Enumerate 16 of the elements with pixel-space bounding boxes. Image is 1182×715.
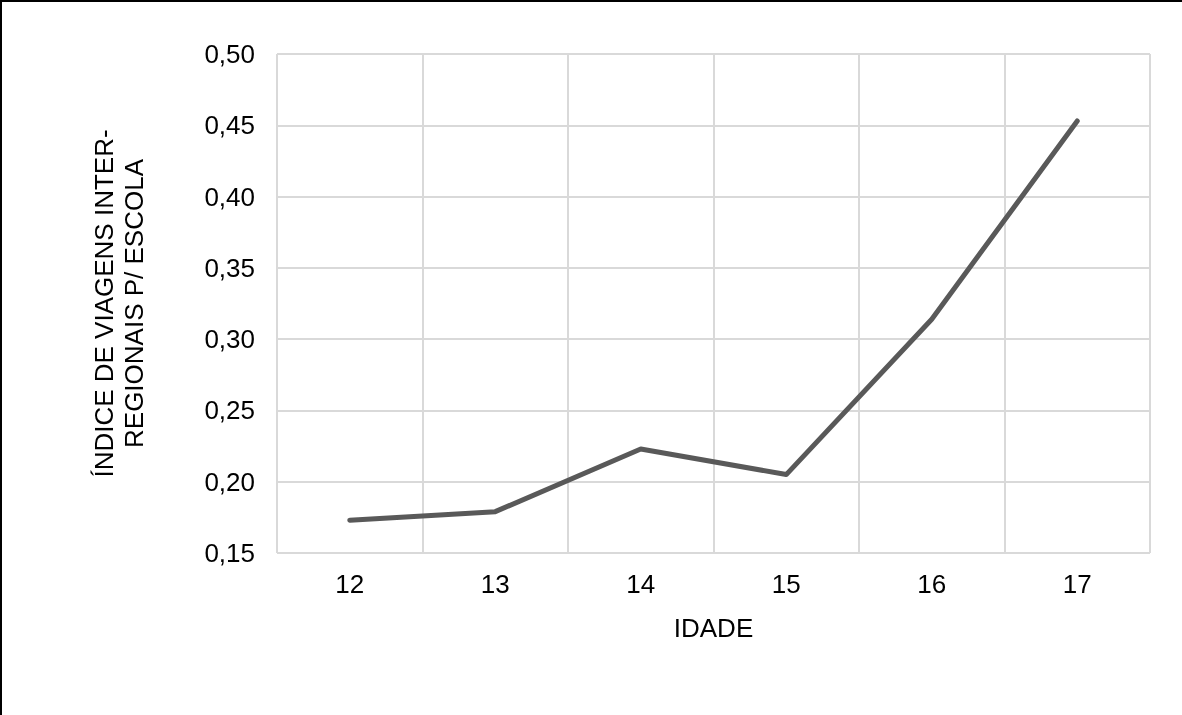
y-tick-label: 0,35	[204, 252, 255, 283]
y-tick-label: 0,15	[204, 538, 255, 568]
x-tick-label: 17	[1062, 569, 1092, 599]
y-tick-label: 0,40	[204, 181, 255, 212]
x-tick-label: 14	[626, 569, 656, 599]
y-tick-label: 0,50	[204, 39, 255, 69]
x-tick-label: 13	[480, 569, 510, 599]
x-tick-label: 15	[771, 569, 801, 599]
x-tick-label: 16	[917, 569, 947, 599]
y-tick-label: 0,25	[204, 395, 255, 426]
y-tick-label: 0,30	[204, 324, 255, 355]
x-tick-label: 12	[335, 569, 365, 599]
y-tick-label: 0,20	[204, 466, 255, 497]
y-axis-title: ÍNDICE DE VIAGENS INTER- REGIONAIS P/ ESCOLA	[89, 129, 149, 478]
x-axis-title: IDADE	[673, 613, 754, 643]
y-tick-label: 0,45	[204, 110, 255, 141]
